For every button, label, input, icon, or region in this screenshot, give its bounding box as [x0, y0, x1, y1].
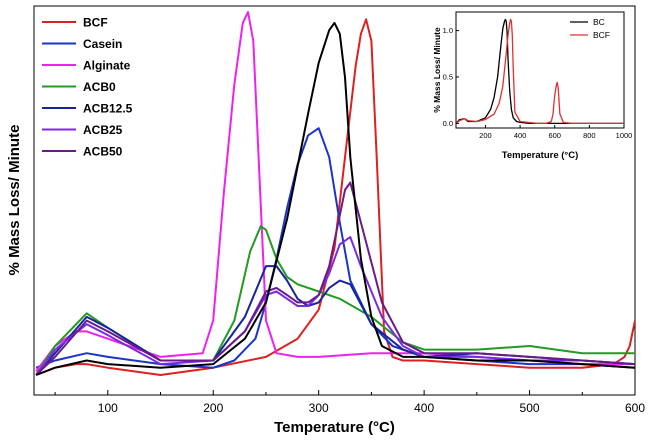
- legend-label: ACB12.5: [83, 102, 133, 116]
- inset-y-tick-label: 0.5: [443, 72, 453, 81]
- legend-label: Casein: [83, 37, 122, 51]
- inset-legend: BC BCF: [570, 17, 610, 40]
- inset-x-tick-label: 600: [548, 131, 561, 140]
- inset-x-tick-label: 800: [583, 131, 596, 140]
- x-tick-label: 500: [520, 401, 540, 415]
- series-lines: [35, 11, 635, 376]
- x-tick-label: 300: [309, 401, 329, 415]
- x-tick-label: 100: [98, 401, 118, 415]
- series-line-acb50: [35, 181, 635, 376]
- inset-chart: 200 400 600 800 1000 0.0 0.5 1.0 Temperature (°C…: [432, 11, 633, 161]
- legend-label: BCF: [83, 16, 108, 30]
- inset-x-tick-label: 1000: [616, 131, 633, 140]
- series-line-casein: [35, 127, 635, 369]
- x-axis-title: Temperature (°C): [274, 419, 395, 436]
- x-tick-label: 400: [414, 401, 434, 415]
- series-line-acb0: [35, 225, 635, 376]
- y-axis-title: % Mass Loss/ Minute: [6, 125, 23, 276]
- series-line-bcf: [35, 18, 635, 376]
- series-line-acb25: [35, 236, 635, 376]
- inset-y-tick-label: 1.0: [443, 26, 453, 35]
- inset-line-bcf: [456, 18, 624, 125]
- legend-label: ACB50: [83, 145, 123, 159]
- x-tick-label: 200: [203, 401, 223, 415]
- legend: BCF Casein Alginate ACB0 ACB12.5 ACB25 ACB50: [42, 16, 133, 159]
- main-chart: 100 200 300 400 500 600 Temperature (°C) % Mass…: [6, 5, 645, 436]
- series-line-unlabeled: [35, 21, 635, 376]
- inset-y-axis-title: % Mass Loss/ Minute: [432, 27, 442, 113]
- inset-legend-label: BCF: [593, 30, 610, 40]
- inset-x-tick-label: 200: [479, 131, 492, 140]
- inset-legend-label: BC: [593, 17, 605, 27]
- plot-frame: [33, 5, 636, 396]
- inset-x-tick-label: 400: [514, 131, 527, 140]
- x-tick-label: 600: [625, 401, 645, 415]
- legend-label: ACB25: [83, 123, 123, 137]
- inset-y-tick-label: 0.0: [443, 119, 453, 128]
- inset-line-bc: [456, 18, 624, 125]
- legend-label: Alginate: [83, 59, 131, 73]
- inset-x-axis-title: Temperature (°C): [502, 150, 578, 161]
- inset-series-lines: [456, 18, 624, 125]
- legend-label: ACB0: [83, 80, 116, 94]
- inset-frame: [455, 11, 625, 129]
